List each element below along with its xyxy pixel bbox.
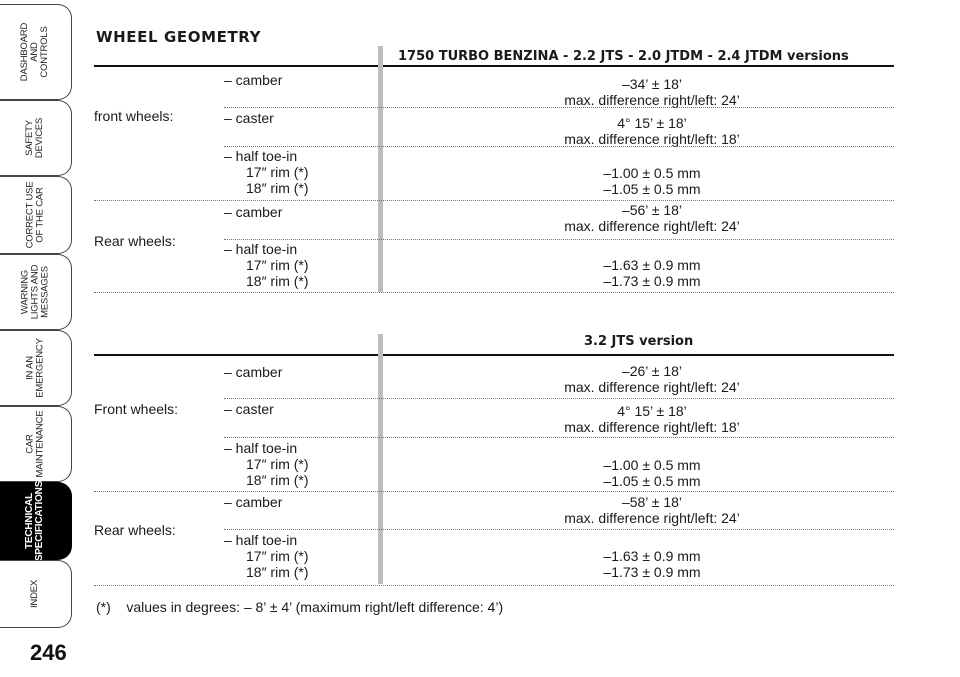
camber-label: – camber [224, 72, 283, 88]
row-divider [224, 529, 894, 530]
row-divider [224, 107, 894, 108]
section1-divider [378, 46, 383, 292]
rim-17-label: 17″ rim (*) [246, 548, 309, 564]
group-divider [94, 200, 894, 201]
rim-17-label: 17″ rim (*) [246, 257, 309, 273]
half-toe-in-label: – half toe-in [224, 241, 298, 257]
front-camber-diff: max. difference right/left: 24’ [564, 379, 740, 395]
front-caster-diff: max. difference right/left: 18’ [564, 131, 740, 147]
page-title: WHEEL GEOMETRY [96, 28, 262, 46]
page-number: 246 [30, 640, 67, 665]
front-toe-18-value: –1.05 ± 0.5 mm [603, 473, 701, 489]
tab-label: IN AN EMERGENCY [24, 338, 46, 398]
rim-17-label: 17″ rim (*) [246, 164, 309, 180]
tab-correct-use-of-the-car[interactable]: CORRECT USE OF THE CAR [0, 176, 72, 254]
front-toe-18-value: –1.05 ± 0.5 mm [603, 181, 701, 197]
group-divider [94, 292, 894, 293]
rim-18-label: 18″ rim (*) [246, 564, 309, 580]
tab-label: SAFETY DEVICES [24, 117, 46, 159]
tab-label: INDEX [29, 579, 41, 609]
tab-dashboard-and-controls[interactable]: DASHBOARD AND CONTROLS [0, 4, 72, 100]
chapter-sidebar: DASHBOARD AND CONTROLS SAFETY DEVICES CO… [0, 0, 78, 677]
rear-camber-diff: max. difference right/left: 24’ [564, 218, 740, 234]
rear-toe-18-value: –1.73 ± 0.9 mm [603, 273, 701, 289]
rear-camber-value: –58’ ± 18’ [621, 494, 683, 510]
row-divider [224, 437, 894, 438]
section2-heading: 3.2 JTS version [584, 334, 694, 349]
front-toe-17-value: –1.00 ± 0.5 mm [603, 457, 701, 473]
rear-toe-17-value: –1.63 ± 0.9 mm [603, 257, 701, 273]
rear-toe-18-value: –1.73 ± 0.9 mm [603, 564, 701, 580]
rear-wheels-label: Rear wheels: [94, 233, 176, 249]
tab-label: CORRECT USE OF THE CAR [24, 181, 46, 249]
half-toe-in-label: – half toe-in [224, 148, 298, 164]
section2-rule [94, 354, 894, 356]
camber-label: – camber [224, 494, 283, 510]
front-toe-17-value: –1.00 ± 0.5 mm [603, 165, 701, 181]
rim-17-label: 17″ rim (*) [246, 456, 309, 472]
tab-label: DASHBOARD AND CONTROLS [19, 22, 51, 82]
front-caster-value: 4° 15’ ± 18’ [617, 115, 687, 131]
section1-heading: 1750 TURBO BENZINA - 2.2 JTS - 2.0 JTDM … [398, 49, 849, 64]
tab-warning-lights-and-messages[interactable]: WARNING LIGHTS AND MESSAGES [0, 254, 72, 330]
rim-18-label: 18″ rim (*) [246, 180, 309, 196]
camber-label: – camber [224, 364, 283, 380]
tab-label: CAR MAINTENANCE [24, 410, 46, 478]
front-camber-value: –26’ ± 18’ [621, 363, 683, 379]
front-caster-value: 4° 15’ ± 18’ [617, 403, 687, 419]
footnote: (*) values in degrees: – 8’ ± 4’ (maximu… [96, 599, 504, 615]
caster-label: – caster [224, 110, 274, 126]
row-divider [224, 239, 894, 240]
tab-in-an-emergency[interactable]: IN AN EMERGENCY [0, 330, 72, 406]
rim-18-label: 18″ rim (*) [246, 273, 309, 289]
rim-18-label: 18″ rim (*) [246, 472, 309, 488]
tab-car-maintenance[interactable]: CAR MAINTENANCE [0, 406, 72, 482]
tab-safety-devices[interactable]: SAFETY DEVICES [0, 100, 72, 176]
tab-label: TECHNICAL SPECIFICATIONS [24, 480, 46, 562]
front-caster-diff: max. difference right/left: 18’ [564, 419, 740, 435]
tab-technical-specifications[interactable]: TECHNICAL SPECIFICATIONS [0, 480, 72, 562]
section2-divider [378, 334, 383, 584]
rear-camber-diff: max. difference right/left: 24’ [564, 510, 740, 526]
rear-wheels-label: Rear wheels: [94, 522, 176, 538]
tab-label: WARNING LIGHTS AND MESSAGES [19, 264, 51, 320]
rear-toe-17-value: –1.63 ± 0.9 mm [603, 548, 701, 564]
half-toe-in-label: – half toe-in [224, 532, 298, 548]
group-divider [94, 491, 894, 492]
rear-camber-value: –56’ ± 18’ [621, 202, 683, 218]
front-wheels-label: front wheels: [94, 108, 174, 124]
half-toe-in-label: – half toe-in [224, 440, 298, 456]
front-wheels-label: Front wheels: [94, 401, 179, 417]
section1-rule [94, 65, 894, 67]
tab-index[interactable]: INDEX [0, 560, 72, 628]
camber-label: – camber [224, 204, 283, 220]
front-camber-value: –34’ ± 18’ [621, 76, 683, 92]
row-divider [224, 146, 894, 147]
caster-label: – caster [224, 401, 274, 417]
group-divider [94, 585, 894, 586]
front-camber-diff: max. difference right/left: 24’ [564, 92, 740, 108]
row-divider [224, 398, 894, 399]
